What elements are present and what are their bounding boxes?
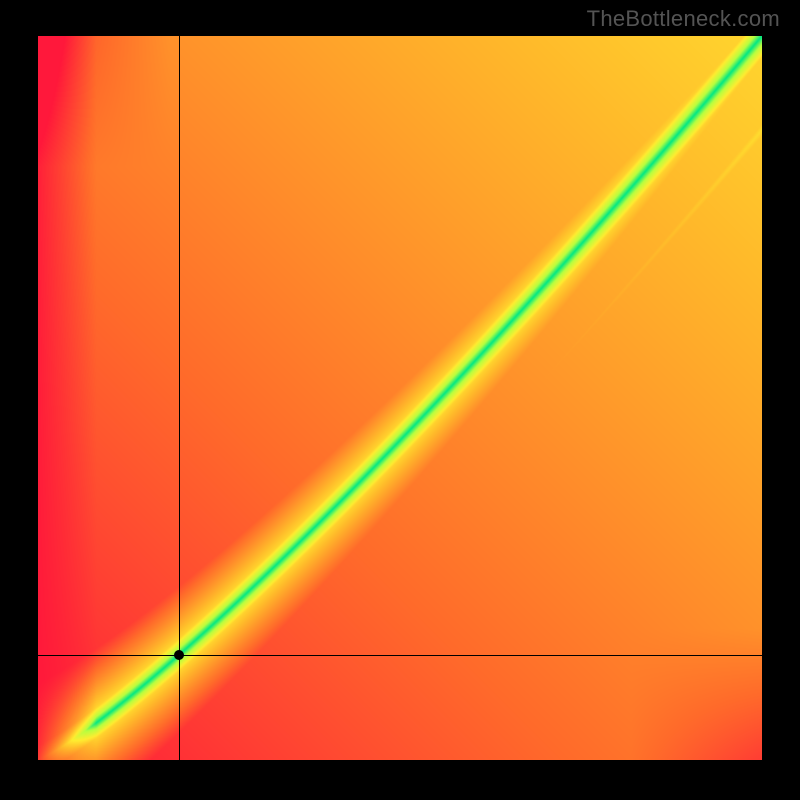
crosshair-marker-dot [174,650,184,660]
heatmap-canvas [38,36,762,760]
watermark-text: TheBottleneck.com [587,6,780,32]
plot-area [38,36,762,760]
crosshair-horizontal [38,655,762,656]
